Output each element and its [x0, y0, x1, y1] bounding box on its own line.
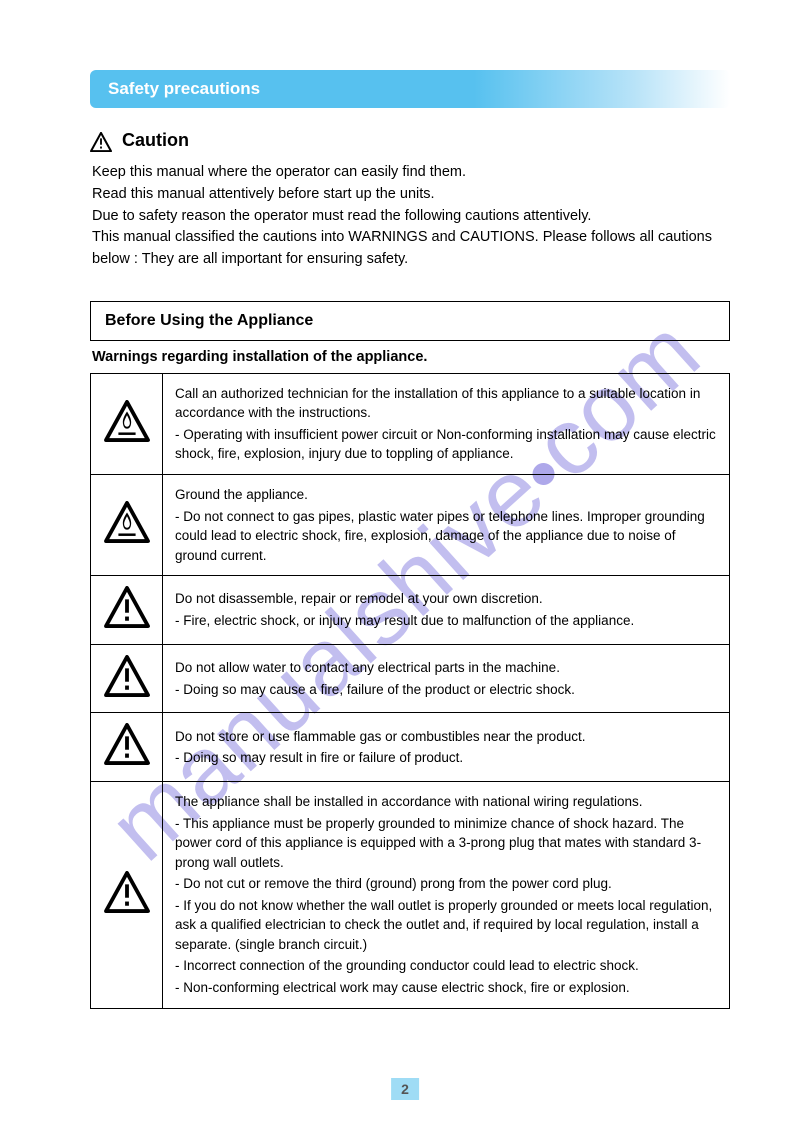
- caution-heading: Caution: [90, 130, 730, 152]
- alert-icon: [90, 132, 112, 152]
- section-title-text: Safety precautions: [108, 79, 260, 99]
- warnings-table: Call an authorized technician for the in…: [90, 373, 730, 1009]
- warning-text-cell: The appliance shall be installed in acco…: [163, 781, 730, 1008]
- warning-text-cell: Ground the appliance.- Do not connect to…: [163, 475, 730, 576]
- warning-icon-cell: [91, 373, 163, 474]
- warning-icon-cell: [91, 713, 163, 782]
- section-head-box: Before Using the Appliance: [90, 301, 730, 341]
- warning-icon-cell: [91, 644, 163, 713]
- intro-paragraph: Keep this manual where the operator can …: [92, 162, 730, 271]
- subsection-heading: Warnings regarding installation of the a…: [92, 349, 730, 365]
- page-content: Safety precautions Caution Keep this man…: [0, 0, 810, 1049]
- section-head-text: Before Using the Appliance: [105, 312, 313, 329]
- warning-icon-cell: [91, 576, 163, 645]
- table-row: Do not allow water to contact any electr…: [91, 644, 730, 713]
- page-number: 2: [391, 1078, 419, 1100]
- alert-icon: [104, 586, 150, 628]
- table-row: Call an authorized technician for the in…: [91, 373, 730, 474]
- warning-icon-cell: [91, 475, 163, 576]
- alert-icon: [104, 723, 150, 765]
- table-row: Ground the appliance.- Do not connect to…: [91, 475, 730, 576]
- warning-text-cell: Call an authorized technician for the in…: [163, 373, 730, 474]
- fire-icon: [104, 400, 150, 442]
- fire-icon: [104, 501, 150, 543]
- table-row: Do not store or use flammable gas or com…: [91, 713, 730, 782]
- table-row: The appliance shall be installed in acco…: [91, 781, 730, 1008]
- warning-icon-cell: [91, 781, 163, 1008]
- warning-text-cell: Do not disassemble, repair or remodel at…: [163, 576, 730, 645]
- caution-label: Caution: [122, 130, 189, 151]
- section-title-bar: Safety precautions: [90, 70, 730, 108]
- table-row: Do not disassemble, repair or remodel at…: [91, 576, 730, 645]
- alert-icon: [104, 655, 150, 697]
- warning-text-cell: Do not store or use flammable gas or com…: [163, 713, 730, 782]
- alert-icon: [104, 871, 150, 913]
- warning-text-cell: Do not allow water to contact any electr…: [163, 644, 730, 713]
